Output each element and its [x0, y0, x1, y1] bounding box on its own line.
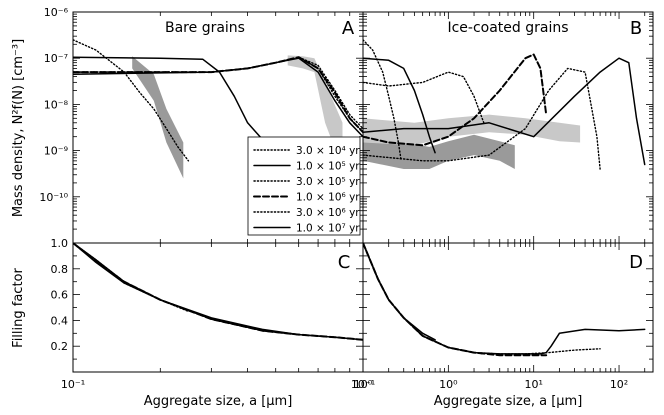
panel-c — [73, 243, 363, 341]
axes-layer: 10⁻⁶ 10⁻⁷ 10⁻⁸ 10⁻⁹ 10⁻¹⁰ 1.0 0.8 0.6 0.4 0.2 10⁻¹… — [39, 6, 653, 391]
frame-d — [362, 242, 654, 373]
panel-a — [73, 39, 363, 184]
x-axis-label-right: Aggregate size, a [μm] — [434, 394, 583, 409]
legend-label-4: 3.0 × 10⁶ yr — [296, 207, 360, 219]
series-d-4 — [363, 243, 601, 355]
legend-label-1: 1.0 × 10⁵ yr — [296, 161, 360, 173]
panel-d-letter: D — [629, 252, 643, 273]
legend-label-5: 1.0 × 10⁷ yr — [296, 223, 360, 235]
legend-label-2: 3.0 × 10⁵ yr — [296, 176, 360, 188]
ytick-label-a-4: 10⁻¹⁰ — [39, 191, 68, 204]
series-c-5 — [73, 243, 363, 341]
ytick-label-c-1: 0.8 — [51, 263, 69, 276]
legend-label-3: 1.0 × 10⁶ yr — [296, 192, 360, 204]
ytick-label-a-3: 10⁻⁹ — [44, 145, 68, 158]
series-d-1 — [363, 243, 436, 341]
xtick-label-c-1: 10⁰ — [354, 378, 373, 391]
panel-b-title: Ice-coated grains — [447, 20, 568, 36]
series-b-4 — [363, 67, 601, 170]
series-a-0 — [73, 39, 190, 162]
xtick-label-c-0: 10⁻¹ — [61, 378, 85, 391]
band-b-1 — [363, 114, 581, 146]
x-axis-label-left: Aggregate size, a [μm] — [144, 394, 293, 409]
xtick-label-d-3: 10² — [610, 378, 628, 391]
band-a-1 — [287, 55, 343, 169]
y-axis-label-bottom: Filling factor — [11, 268, 26, 348]
ytick-label-c-3: 0.4 — [51, 314, 69, 327]
series-c-0 — [73, 243, 190, 313]
ytick-label-c-4: 0.2 — [51, 340, 69, 353]
series-b-3 — [363, 53, 548, 147]
series-d-5 — [363, 243, 646, 355]
legend: 3.0 × 10⁴ yr 1.0 × 10⁵ yr 3.0 × 10⁵ yr 1.0 … — [247, 136, 361, 236]
series-b-2 — [363, 71, 485, 124]
frame-c — [72, 242, 364, 373]
y-axis-label-top: Mass density, N²f(N) [cm⁻³] — [11, 39, 26, 217]
series-c-4 — [73, 243, 363, 341]
xtick-label-d-1: 10⁰ — [439, 378, 458, 391]
legend-rows: 3.0 × 10⁴ yr 1.0 × 10⁵ yr 3.0 × 10⁵ yr 1.0 … — [253, 145, 360, 235]
panel-c-letter: C — [338, 252, 351, 273]
legend-box — [247, 136, 361, 236]
panel-a-letter: A — [342, 18, 355, 39]
xtick-label-d-0: 10⁻¹ — [351, 378, 375, 391]
band-a-0 — [132, 56, 184, 179]
ytick-label-c-2: 0.6 — [51, 289, 69, 302]
series-d-3 — [363, 243, 548, 357]
xtick-label-d-2: 10¹ — [524, 378, 542, 391]
ytick-label-c-0: 1.0 — [51, 237, 69, 250]
series-c-1 — [73, 243, 300, 336]
series-b-5 — [363, 57, 646, 166]
series-c-2 — [73, 243, 363, 341]
panel-a-title: Bare grains — [165, 20, 245, 36]
ytick-label-a-0: 10⁻⁶ — [44, 6, 69, 19]
series-d-0 — [363, 243, 402, 316]
series-b-1 — [363, 57, 436, 154]
ytick-label-a-2: 10⁻⁸ — [44, 98, 69, 111]
panel-d — [363, 243, 646, 357]
panel-b-letter: B — [630, 18, 642, 39]
series-c-3 — [73, 243, 363, 341]
ytick-label-a-1: 10⁻⁷ — [44, 52, 68, 65]
series-a-5 — [73, 57, 363, 138]
panel-b — [363, 39, 646, 170]
legend-label-0: 3.0 × 10⁴ yr — [296, 145, 360, 157]
